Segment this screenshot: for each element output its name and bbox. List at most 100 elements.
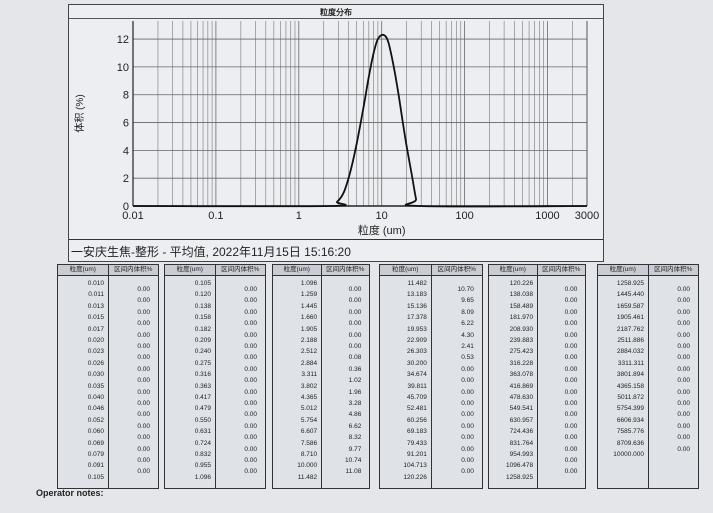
- footer-divider: [69, 239, 603, 240]
- size-table: 粒度(um) 区间内体积% 1.096 1.259 1.445 1.660 1.905 2.1…: [272, 264, 370, 489]
- volume-cell: 0.00: [564, 365, 578, 373]
- y-tick-label: 10: [117, 62, 129, 74]
- size-cell: 7585.776: [616, 428, 644, 436]
- size-cell: 0.030: [87, 371, 104, 379]
- title-divider: [69, 18, 603, 19]
- volume-cell: 0.00: [244, 354, 257, 362]
- volume-cell: 2.41: [461, 343, 474, 350]
- size-cell: 4365.158: [616, 382, 644, 390]
- volume-cell: 0.00: [137, 411, 150, 419]
- size-cell: 0.013: [87, 302, 104, 310]
- volume-cell: 0.00: [244, 422, 257, 430]
- size-cell: 13.183: [407, 291, 427, 299]
- size-cell: 0.017: [87, 325, 104, 333]
- volume-cell: 0.00: [677, 286, 690, 293]
- volume-cell: 0.00: [348, 320, 362, 328]
- size-cell: 120.226: [403, 473, 427, 481]
- volume-cell: 0.00: [244, 343, 257, 350]
- volume-cell: 0.00: [244, 331, 257, 339]
- y-tick-label: 6: [123, 118, 129, 130]
- volume-cell: 9.77: [348, 445, 362, 453]
- table-header: 粒度(um) 区间内体积%: [598, 265, 698, 276]
- volume-cell: 10.70: [457, 286, 474, 293]
- size-cell: 1096.478: [506, 462, 534, 470]
- size-cell: 5.012: [300, 405, 318, 413]
- size-cell: 7.586: [300, 439, 318, 447]
- x-tick-label: 100: [455, 210, 473, 222]
- size-cell: 0.105: [194, 280, 211, 287]
- column-divider: [431, 276, 432, 488]
- volume-cell: 0.00: [244, 445, 257, 453]
- y-axis-label: 体积 (%): [74, 94, 86, 132]
- volume-cell: 0.00: [677, 388, 690, 396]
- size-cell: 2884.032: [616, 348, 644, 356]
- volume-cell: 11.08: [345, 468, 362, 476]
- y-tick-label: 8: [123, 90, 129, 102]
- size-cell: 0.035: [87, 382, 104, 390]
- size-cell: 19.953: [407, 325, 427, 333]
- size-cell: 0.275: [194, 359, 211, 367]
- volume-cell: 0.00: [244, 308, 257, 316]
- volume-cell: 6.62: [348, 422, 362, 430]
- table-header: 粒度(um) 区间内体积%: [58, 265, 158, 276]
- size-cell: 0.832: [194, 451, 211, 458]
- volume-cell: 0.00: [137, 457, 150, 464]
- size-cell: 26.303: [407, 348, 427, 356]
- volume-cell: 0.00: [677, 377, 690, 385]
- size-cell: 1445.440: [616, 291, 644, 299]
- size-cell: 1659.587: [616, 302, 644, 310]
- volume-cell: 0.00: [244, 365, 257, 373]
- volume-cell: 0.00: [244, 400, 257, 407]
- size-cell: 0.631: [194, 428, 211, 436]
- size-cell: 831.764: [509, 439, 534, 447]
- volume-cell: 0.00: [564, 411, 578, 419]
- volume-cell: 0.00: [137, 331, 150, 339]
- size-cell: 0.010: [87, 280, 104, 287]
- volume-cell: 0.00: [461, 434, 474, 442]
- size-cell: 0.363: [194, 382, 211, 390]
- volume-cell: 0.00: [137, 377, 150, 385]
- size-cell: 5011.872: [617, 394, 644, 401]
- volume-cell: 10.74: [345, 457, 362, 464]
- size-cell: 0.040: [87, 394, 104, 401]
- size-cell: 1258.925: [616, 280, 644, 287]
- table-body: 0.105 0.120 0.138 0.158 0.182 0.209 0.240 0.275…: [165, 276, 265, 488]
- volume-cell: 0.00: [137, 422, 150, 430]
- volume-cell: 0.00: [677, 331, 690, 339]
- size-cell: 0.105: [87, 473, 104, 481]
- size-column-header: 粒度(um): [273, 265, 322, 275]
- volume-cell: 4.86: [348, 411, 362, 419]
- size-cell: 630.957: [509, 416, 534, 424]
- size-cell: 34.674: [407, 371, 427, 379]
- size-column-header: 粒度(um): [598, 265, 649, 275]
- size-cell: 0.479: [194, 405, 211, 413]
- size-cell: 5.754: [300, 416, 318, 424]
- volume-cell: 0.00: [461, 365, 474, 373]
- volume-cell: 0.00: [677, 354, 690, 362]
- volume-column-header: 区间内体积%: [221, 266, 260, 273]
- size-cell: 52.481: [407, 405, 427, 413]
- column-divider: [215, 276, 216, 488]
- volume-cell: 0.00: [244, 411, 257, 419]
- x-tick-label: 1000: [535, 210, 559, 222]
- size-cell: 1.096: [194, 473, 211, 481]
- size-column-header: 粒度(um): [489, 265, 538, 275]
- size-table: 粒度(um) 区间内体积% 11.482 13.183 15.136 17.378 19.9…: [379, 264, 483, 489]
- sample-info: 一安庆生焦-整形 - 平均值, 2022年11月15日 15:16:20: [71, 245, 351, 259]
- volume-column-header: 区间内体积%: [114, 266, 153, 273]
- size-cell: 0.550: [194, 416, 211, 424]
- table-header: 粒度(um) 区间内体积%: [380, 265, 482, 276]
- volume-cell: 0.00: [348, 331, 362, 339]
- size-cell: 0.091: [87, 462, 104, 470]
- size-cell: 60.256: [407, 416, 427, 424]
- size-cell: 1.259: [300, 291, 318, 299]
- table-body: 1258.925 1445.440 1659.587 1905.461 2187.762…: [598, 276, 698, 488]
- size-cell: 0.015: [87, 314, 104, 322]
- volume-cell: 8.32: [348, 434, 362, 442]
- size-cell: 316.228: [509, 359, 534, 367]
- size-cell: 0.182: [194, 325, 211, 333]
- volume-cell: 0.00: [564, 354, 578, 362]
- size-cell: 208.930: [509, 325, 534, 333]
- size-cell: 478.630: [509, 394, 534, 401]
- volume-cell: 0.00: [564, 422, 578, 430]
